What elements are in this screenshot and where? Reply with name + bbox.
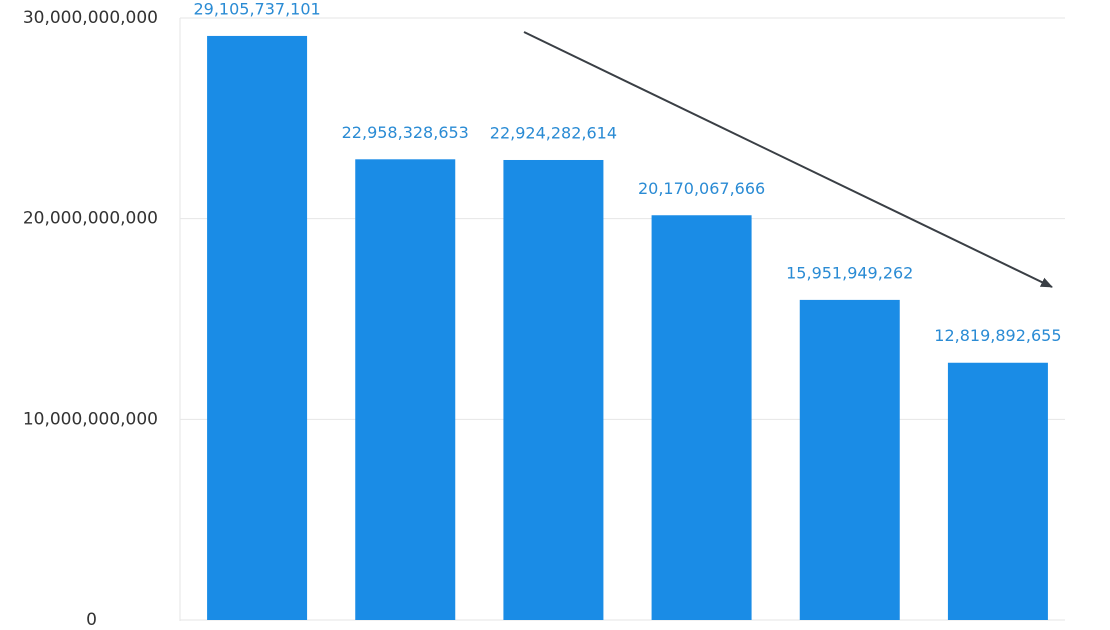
value-label: 20,170,067,666 <box>638 179 765 198</box>
y-tick-label: 30,000,000,000 <box>23 8 158 28</box>
grid: 0 10,000,000,000 20,000,000,000 30,000,000,… <box>23 8 1065 630</box>
value-label: 15,951,949,262 <box>786 263 913 282</box>
bars: 29,105,737,101 22,958,328,653 22,924,282,6… <box>193 0 1062 621</box>
trend-arrow <box>523 31 1053 288</box>
y-tick-label: 10,000,000,000 <box>23 409 158 429</box>
value-label: 29,105,737,101 <box>193 0 320 18</box>
bar <box>355 159 456 621</box>
value-label: 22,924,282,614 <box>490 123 617 142</box>
value-label: 12,819,892,655 <box>934 326 1061 345</box>
y-tick-label: 0 <box>86 610 97 630</box>
bar <box>207 35 308 620</box>
bar <box>651 215 752 621</box>
value-label: 22,958,328,653 <box>342 123 469 142</box>
bar <box>503 159 604 620</box>
bar <box>947 362 1048 620</box>
bar <box>799 299 900 620</box>
y-tick-label: 20,000,000,000 <box>23 209 158 229</box>
